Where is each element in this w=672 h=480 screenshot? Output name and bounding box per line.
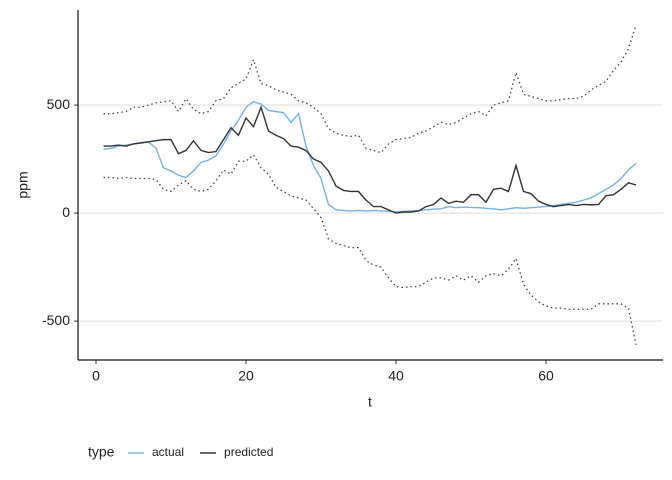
y-axis-label: ppm [15,171,31,198]
y-tick-label: 0 [62,204,70,220]
legend-title: type [88,444,115,460]
series-line [103,101,637,213]
x-tick-label: 60 [538,368,554,384]
series-line [103,105,637,214]
y-tick-label: 500 [47,96,71,112]
legend-label: predicted [224,445,273,459]
y-tick-label: -500 [42,312,70,328]
bound-line [103,24,637,154]
x-tick-label: 0 [92,368,100,384]
bound-line [103,153,637,346]
x-tick-label: 40 [388,368,404,384]
legend-label: actual [152,445,184,459]
x-tick-label: 20 [238,368,254,384]
x-axis-label: t [368,394,372,410]
